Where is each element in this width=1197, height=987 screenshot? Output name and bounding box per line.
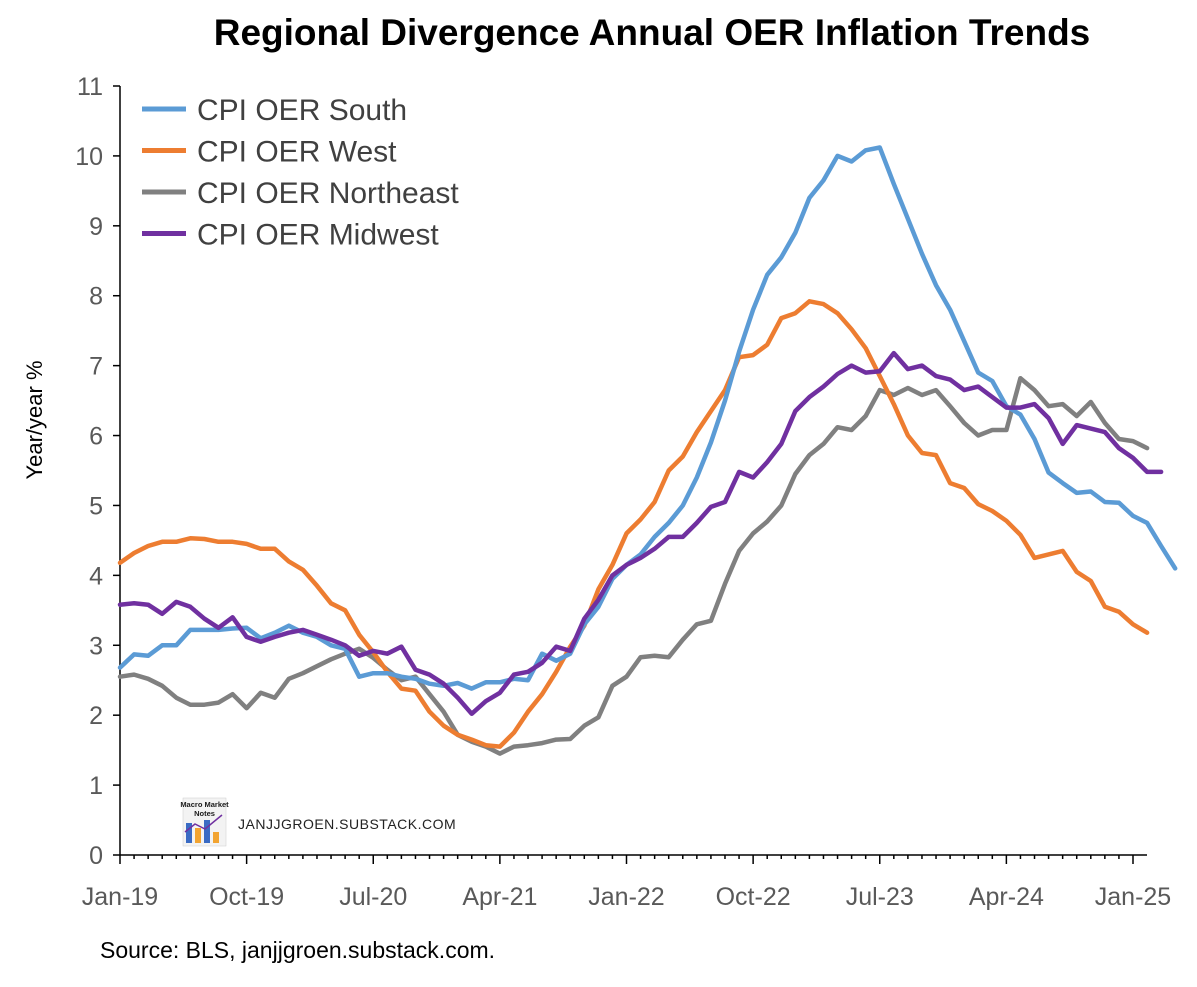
x-tick-label: Jul-23 (846, 883, 914, 911)
legend-label-cpi-oer-south: CPI OER South (197, 94, 407, 127)
legend-label-cpi-oer-midwest: CPI OER Midwest (197, 219, 439, 252)
macro-market-notes-logo: Macro Market Notes (180, 797, 229, 847)
source-note: Source: BLS, janjjgroen.substack.com. (100, 937, 495, 963)
x-tick-label: Oct-22 (716, 883, 791, 911)
y-tick-label: 1 (89, 772, 103, 800)
y-tick-label: 2 (89, 702, 103, 730)
series-lines (117, 145, 1178, 756)
y-tick-label: 4 (89, 562, 103, 590)
legend-label-cpi-oer-west: CPI OER West (197, 136, 397, 169)
x-tick-labels: Jan-19 Oct-19 Jul-20 Apr-21 Jan-22 Oct-22 Jul-… (82, 883, 1171, 911)
series-line-cpi-oer-west (117, 299, 1150, 749)
logo-text-line-1: Macro Market (180, 800, 229, 809)
y-tick-label: 7 (89, 353, 103, 381)
y-tick-label: 3 (89, 632, 103, 660)
y-tick-label: 10 (75, 143, 103, 171)
x-tick-label: Apr-21 (462, 883, 537, 911)
y-tick-label: 8 (89, 283, 103, 311)
x-tick-label: Jan-25 (1095, 883, 1171, 911)
y-tick-label: 5 (89, 492, 103, 520)
watermark-text: JANJJGROEN.SUBSTACK.COM (238, 816, 456, 832)
y-tick-label: 9 (89, 213, 103, 241)
x-tick-label: Jul-20 (339, 883, 407, 911)
x-tick-label: Jan-22 (588, 883, 664, 911)
chart-title: Regional Divergence Annual OER Inflation… (214, 12, 1091, 53)
x-tick-label: Oct-19 (209, 883, 284, 911)
series-line-cpi-oer-northeast (117, 375, 1150, 756)
x-tick-label: Jan-19 (82, 883, 158, 911)
axes (113, 85, 1147, 864)
logo-text-line-2: Notes (194, 809, 215, 818)
legend-label-cpi-oer-northeast: CPI OER Northeast (197, 177, 459, 210)
series-line-cpi-oer-midwest (117, 350, 1164, 717)
y-tick-labels: 0 1 2 3 4 5 6 7 8 9 10 11 (75, 73, 103, 870)
x-tick-label: Apr-24 (969, 883, 1044, 911)
legend: CPI OER South CPI OER West CPI OER Northea… (142, 94, 459, 252)
watermark: Macro Market Notes JANJJGROEN.SUBSTACK.C… (180, 797, 456, 847)
y-tick-label: 11 (77, 73, 103, 101)
y-tick-label: 6 (89, 423, 103, 451)
y-axis-label: Year/year % (22, 360, 47, 479)
y-tick-label: 0 (89, 842, 103, 870)
